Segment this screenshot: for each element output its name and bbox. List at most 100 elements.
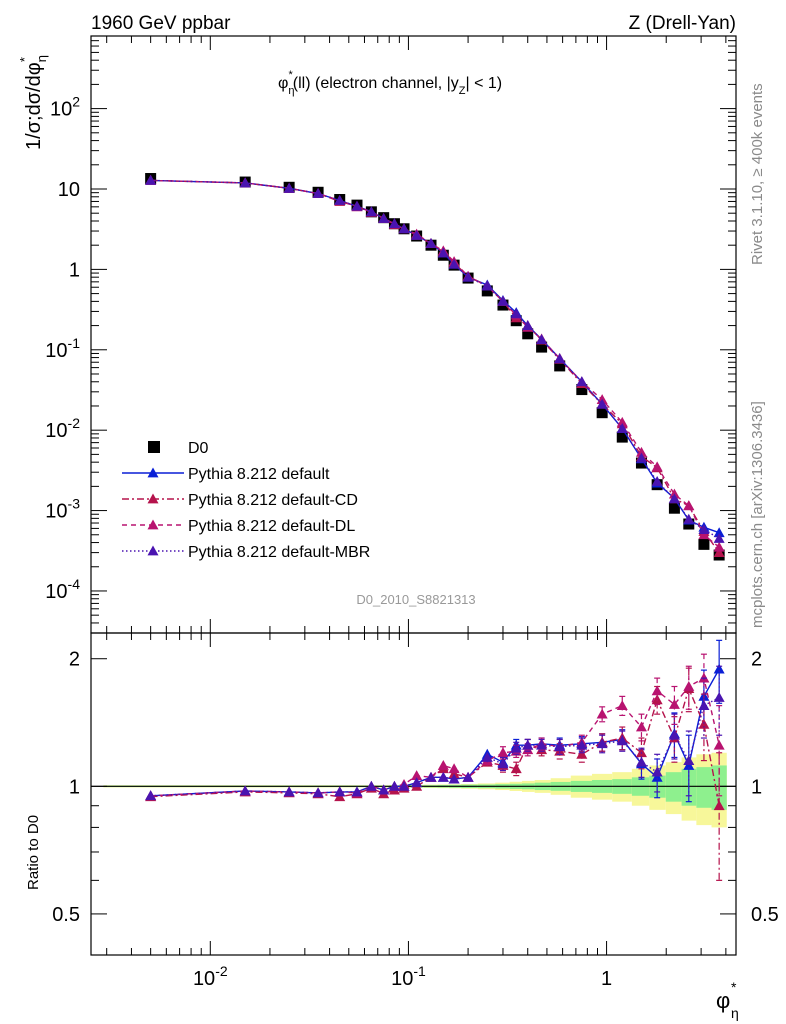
legend-marker-0 [147, 467, 159, 478]
data-point-d0 [616, 431, 628, 443]
ratio-point-2 [651, 685, 663, 696]
ratio-y-axis-title: Ratio to D0 [25, 815, 42, 890]
data-point-d0 [596, 407, 608, 419]
y-tick-label: 10-2 [45, 415, 80, 442]
series-point-3 [668, 493, 680, 504]
legend-marker-d0 [148, 441, 160, 453]
x-tick-label: 10-2 [193, 963, 228, 990]
data-point-d0 [522, 328, 534, 340]
data-point-d0 [668, 502, 680, 514]
series-line-3 [150, 179, 720, 540]
ratio-point-3 [698, 700, 710, 711]
series-point-0 [713, 527, 725, 538]
ratio-point-3 [554, 741, 566, 752]
rivet-label: Rivet 3.1.10, ≥ 400k events [749, 83, 766, 265]
ratio-point-3 [576, 739, 588, 750]
legend-label-3: Pythia 8.212 default-MBR [188, 544, 370, 561]
y-tick-label: 10 [58, 179, 80, 201]
ratio-point-2 [437, 759, 449, 770]
series-point-2 [635, 446, 647, 457]
series-point-3 [398, 223, 410, 234]
ratio-y-tick-label: 0.5 [52, 904, 80, 926]
ratio-point-3 [388, 780, 400, 791]
series-point-3 [576, 376, 588, 387]
series-point-2 [616, 416, 628, 427]
series-point-3 [596, 398, 608, 409]
ratio-point-2 [683, 680, 695, 691]
series-line-1 [150, 179, 720, 554]
ratio-point-1 [713, 800, 725, 811]
series-point-3 [312, 187, 324, 198]
ratio-point-3 [616, 735, 628, 746]
series-point-3 [481, 280, 493, 291]
ratio-point-3 [651, 766, 663, 777]
ratio-point-1 [698, 718, 710, 729]
ratio-point-3 [312, 787, 324, 798]
legend-label-1: Pythia 8.212 default-CD [188, 492, 358, 509]
y-tick-label: 1 [69, 259, 80, 281]
series-point-2 [683, 500, 695, 511]
ratio-point-1 [576, 748, 588, 759]
legend: D0 Pythia 8.212 default Pythia 8.212 defau… [122, 440, 370, 561]
legend-marker-2 [147, 519, 159, 530]
plot-title-text: φη*(ll) (electron channel, |yZ| < 1) [278, 69, 502, 97]
series-point-3 [351, 200, 363, 211]
data-point-d0 [481, 285, 493, 297]
series-point-3 [425, 237, 437, 248]
series-point-3 [448, 258, 460, 269]
main-plot: 10-4 10-3 10-2 10-1 1 10 102 [45, 35, 736, 634]
data-point-d0 [554, 360, 566, 372]
ratio-y-tick-label-right: 0.5 [751, 904, 779, 926]
legend-label-2: Pythia 8.212 default-DL [188, 518, 355, 535]
ratio-y-tick-label: 2 [69, 649, 80, 671]
data-point-d0 [698, 538, 710, 550]
ratio-point-1 [635, 747, 647, 758]
series-point-3 [683, 513, 695, 524]
legend-marker-1 [147, 493, 159, 504]
series-point-3 [239, 177, 251, 188]
ratio-point-2 [713, 739, 725, 750]
ratio-y-tick-label-right: 1 [751, 776, 762, 798]
ratio-point-1 [510, 763, 522, 774]
header-right: Z (Drell-Yan) [629, 13, 736, 34]
ratio-band-inner [696, 767, 712, 808]
series-point-3 [522, 320, 534, 330]
series-point-2 [713, 541, 725, 552]
data-point-d0 [536, 341, 548, 353]
ratio-point-3 [425, 771, 437, 782]
y-tick-label: 102 [50, 94, 80, 121]
ratio-point-2 [635, 721, 647, 732]
series-point-3 [388, 218, 400, 229]
y-axis-title: 1/σ;dσ/dφη* [17, 55, 49, 150]
ratio-point-3 [713, 692, 725, 702]
series-point-3 [283, 182, 295, 193]
ratio-point-3 [462, 771, 474, 782]
ratio-point-2 [497, 747, 509, 758]
ratio-line-2 [150, 677, 720, 797]
ratio-point-3 [145, 790, 157, 801]
y-axis-title-main: 1/σ;dσ/dφη* [17, 55, 49, 150]
series-point-3 [635, 452, 647, 463]
series-point-3 [651, 475, 663, 486]
legend-label-0: Pythia 8.212 default [188, 466, 330, 483]
ratio-y-tick-label-right: 2 [751, 649, 762, 671]
ratio-point-3 [536, 739, 548, 750]
x-tick-label: 1 [601, 968, 612, 990]
ratio-point-3 [510, 742, 522, 753]
ratio-point-3 [596, 738, 608, 749]
plot-title: φη*(ll) (electron channel, |yZ| < 1) [278, 69, 502, 97]
series-point-3 [536, 334, 548, 344]
mcplots-label: mcplots.cern.ch [arXiv:1306.3436] [749, 401, 766, 628]
series-point-2 [651, 461, 663, 472]
ratio-point-3 [411, 777, 423, 788]
ratio-point-3 [481, 751, 493, 762]
series-point-3 [616, 422, 628, 433]
ratio-point-3 [448, 773, 460, 784]
ratio-point-3 [283, 786, 295, 797]
ratio-point-3 [351, 786, 363, 797]
y-tick-label: 10-3 [45, 496, 80, 523]
y-tick-label: 10-4 [45, 576, 80, 603]
x-axis-title: φ η * [716, 979, 739, 1021]
series-point-3 [554, 353, 566, 364]
